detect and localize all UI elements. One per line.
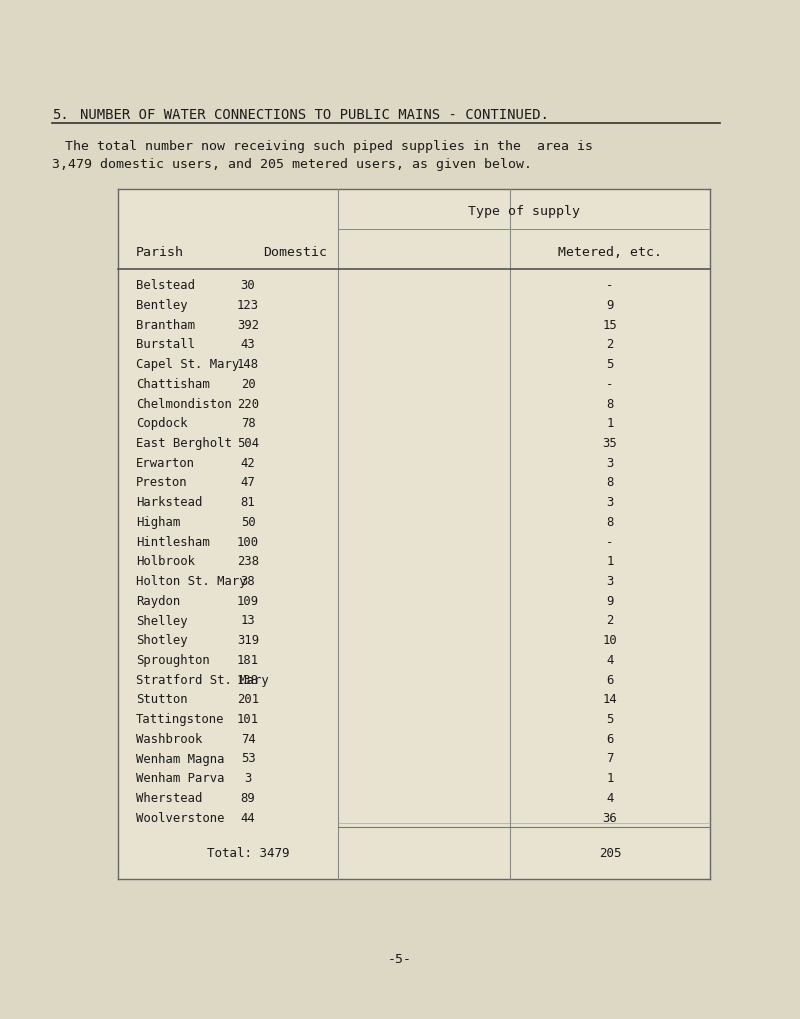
Text: 6: 6 <box>606 732 614 745</box>
Text: 3: 3 <box>606 495 614 508</box>
Text: Wenham Parva: Wenham Parva <box>136 771 225 785</box>
Text: 6: 6 <box>606 673 614 686</box>
Text: 42: 42 <box>241 457 255 470</box>
Text: 8: 8 <box>606 476 614 489</box>
Text: The total number now receiving such piped supplies in the  area is: The total number now receiving such pipe… <box>65 140 593 153</box>
Text: 5: 5 <box>606 358 614 371</box>
Text: 35: 35 <box>602 437 618 449</box>
Text: 50: 50 <box>241 516 255 529</box>
Text: 3: 3 <box>244 771 252 785</box>
Text: Hintlesham: Hintlesham <box>136 535 210 548</box>
Text: 4: 4 <box>606 791 614 804</box>
Text: 101: 101 <box>237 712 259 726</box>
Text: NUMBER OF WATER CONNECTIONS TO PUBLIC MAINS - CONTINUED.: NUMBER OF WATER CONNECTIONS TO PUBLIC MA… <box>80 108 549 122</box>
Text: 1: 1 <box>606 771 614 785</box>
Text: Shelley: Shelley <box>136 613 188 627</box>
Text: 44: 44 <box>241 811 255 823</box>
Text: 2: 2 <box>606 613 614 627</box>
Text: Burstall: Burstall <box>136 338 195 352</box>
Text: Type of supply: Type of supply <box>468 205 580 218</box>
Text: Tattingstone: Tattingstone <box>136 712 225 726</box>
Text: Copdock: Copdock <box>136 417 188 430</box>
Text: 47: 47 <box>241 476 255 489</box>
Text: Raydon: Raydon <box>136 594 180 607</box>
Text: Stratford St. Mary: Stratford St. Mary <box>136 673 269 686</box>
Text: Belstead: Belstead <box>136 279 195 292</box>
Text: 14: 14 <box>602 693 618 706</box>
Text: 9: 9 <box>606 299 614 312</box>
Text: -: - <box>606 378 614 390</box>
Text: 20: 20 <box>241 378 255 390</box>
Text: 3: 3 <box>606 457 614 470</box>
Text: 181: 181 <box>237 653 259 666</box>
Text: Chattisham: Chattisham <box>136 378 210 390</box>
Text: 201: 201 <box>237 693 259 706</box>
Text: 123: 123 <box>237 299 259 312</box>
Text: 3: 3 <box>606 575 614 588</box>
Text: 504: 504 <box>237 437 259 449</box>
Text: 5.: 5. <box>52 108 69 122</box>
Text: Metered, etc.: Metered, etc. <box>558 246 662 258</box>
Text: Wherstead: Wherstead <box>136 791 202 804</box>
Text: East Bergholt: East Bergholt <box>136 437 232 449</box>
Text: 43: 43 <box>241 338 255 352</box>
Text: 109: 109 <box>237 594 259 607</box>
Text: Higham: Higham <box>136 516 180 529</box>
Text: Sproughton: Sproughton <box>136 653 210 666</box>
Text: 3,479 domestic users, and 205 metered users, as given below.: 3,479 domestic users, and 205 metered us… <box>52 158 532 171</box>
Text: 8: 8 <box>606 397 614 411</box>
Text: Total: 3479: Total: 3479 <box>206 847 290 860</box>
Text: 1: 1 <box>606 417 614 430</box>
Text: Wenham Magna: Wenham Magna <box>136 752 225 764</box>
Text: Woolverstone: Woolverstone <box>136 811 225 823</box>
Text: 2: 2 <box>606 338 614 352</box>
Text: Washbrook: Washbrook <box>136 732 202 745</box>
Text: Brantham: Brantham <box>136 319 195 331</box>
Text: 205: 205 <box>598 847 622 860</box>
Text: 238: 238 <box>237 554 259 568</box>
Text: 81: 81 <box>241 495 255 508</box>
Text: 7: 7 <box>606 752 614 764</box>
Text: 30: 30 <box>241 279 255 292</box>
Text: 4: 4 <box>606 653 614 666</box>
Text: 74: 74 <box>241 732 255 745</box>
Text: -5-: -5- <box>388 953 412 966</box>
Text: 148: 148 <box>237 358 259 371</box>
Text: Harkstead: Harkstead <box>136 495 202 508</box>
Text: 78: 78 <box>241 417 255 430</box>
Text: -: - <box>606 279 614 292</box>
Text: 138: 138 <box>237 673 259 686</box>
Text: -: - <box>606 535 614 548</box>
Text: 1: 1 <box>606 554 614 568</box>
Text: 9: 9 <box>606 594 614 607</box>
Text: Stutton: Stutton <box>136 693 188 706</box>
Text: 8: 8 <box>606 516 614 529</box>
Text: Preston: Preston <box>136 476 188 489</box>
Text: 15: 15 <box>602 319 618 331</box>
Text: 53: 53 <box>241 752 255 764</box>
Text: 392: 392 <box>237 319 259 331</box>
Text: 38: 38 <box>241 575 255 588</box>
Text: Domestic: Domestic <box>262 246 326 258</box>
Text: Shotley: Shotley <box>136 634 188 647</box>
Text: Holton St. Mary: Holton St. Mary <box>136 575 246 588</box>
Text: 5: 5 <box>606 712 614 726</box>
Text: Holbrook: Holbrook <box>136 554 195 568</box>
Text: Bentley: Bentley <box>136 299 188 312</box>
Text: 10: 10 <box>602 634 618 647</box>
Text: Parish: Parish <box>136 246 184 258</box>
Text: 100: 100 <box>237 535 259 548</box>
Text: Chelmondiston: Chelmondiston <box>136 397 232 411</box>
Text: 36: 36 <box>602 811 618 823</box>
Text: 89: 89 <box>241 791 255 804</box>
Text: 220: 220 <box>237 397 259 411</box>
Text: Erwarton: Erwarton <box>136 457 195 470</box>
Text: 13: 13 <box>241 613 255 627</box>
Text: Capel St. Mary: Capel St. Mary <box>136 358 239 371</box>
Text: 319: 319 <box>237 634 259 647</box>
Bar <box>118 190 710 879</box>
